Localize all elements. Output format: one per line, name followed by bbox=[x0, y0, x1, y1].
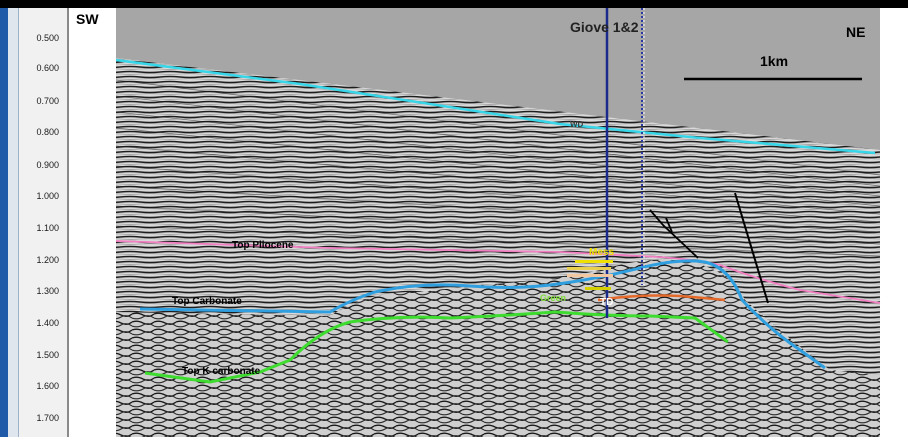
top-k-carbonate-label: Top K carbonate bbox=[182, 366, 261, 377]
scale-bar-label: 1km bbox=[760, 53, 789, 69]
time-tick-label: 0.800 bbox=[36, 127, 59, 137]
fault-line bbox=[734, 192, 769, 304]
td-marker-label: TD bbox=[600, 297, 614, 308]
time-tick-label: 1.300 bbox=[36, 286, 59, 296]
axis-gap bbox=[69, 8, 115, 437]
seafloor-horizon bbox=[115, 58, 876, 155]
fault-line bbox=[665, 217, 673, 233]
time-tick-label: 0.900 bbox=[36, 160, 59, 170]
top-carbonate-horizon bbox=[139, 259, 826, 370]
time-tick-label: 1.000 bbox=[36, 191, 59, 201]
top-border bbox=[0, 0, 908, 8]
left-panel-edge bbox=[8, 8, 19, 437]
top-pliocene-label: Top Pliocene bbox=[232, 240, 294, 251]
time-tick-label: 0.500 bbox=[36, 33, 59, 43]
direction-ne-label: NE bbox=[846, 24, 866, 40]
green-marker-label: Green bbox=[540, 293, 567, 303]
orange-horizon bbox=[597, 294, 726, 302]
time-axis-ruler: 0.500 0.600 0.700 0.800 0.900 1.000 1.10… bbox=[19, 8, 69, 437]
top-carbonate-label: Top Carbonate bbox=[172, 296, 242, 307]
top-pliocene-horizon bbox=[115, 240, 881, 304]
time-tick-label: 0.600 bbox=[36, 63, 59, 73]
time-tick-label: 1.500 bbox=[36, 350, 59, 360]
time-tick-label: 1.600 bbox=[36, 381, 59, 391]
time-tick-label: 1.200 bbox=[36, 255, 59, 265]
water-column bbox=[116, 8, 880, 24]
water-column bbox=[116, 22, 880, 152]
no-data-area bbox=[880, 8, 908, 437]
time-tick-label: 1.700 bbox=[36, 413, 59, 423]
well-label: Giove 1&2 bbox=[570, 19, 639, 35]
left-panel-strip bbox=[0, 8, 8, 437]
chaotic-carbonate bbox=[116, 259, 880, 437]
direction-sw-label: SW bbox=[76, 11, 99, 27]
well-tops bbox=[567, 260, 613, 290]
wd-marker-label: WD bbox=[570, 120, 584, 129]
time-tick-label: 1.100 bbox=[36, 223, 59, 233]
mess-marker-label: Mess bbox=[589, 247, 615, 258]
fault-line bbox=[649, 209, 699, 259]
time-tick-label: 0.700 bbox=[36, 96, 59, 106]
top-k-carbonate-horizon bbox=[144, 310, 729, 384]
time-tick-label: 1.400 bbox=[36, 318, 59, 328]
